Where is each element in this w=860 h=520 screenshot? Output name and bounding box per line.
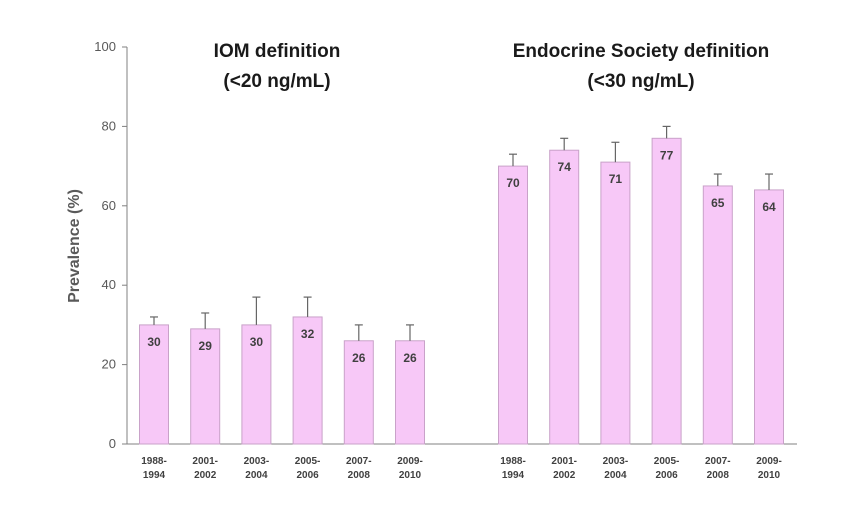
group-title: Endocrine Society definition xyxy=(513,41,770,62)
x-tick-label: 1994 xyxy=(502,470,525,481)
y-tick-label: 80 xyxy=(102,118,116,133)
bar xyxy=(241,324,272,445)
bar-value-label: 65 xyxy=(711,196,725,210)
x-tick-label: 2009- xyxy=(756,456,782,467)
y-tick-label: 20 xyxy=(102,357,116,372)
bar xyxy=(292,316,323,445)
x-tick-label: 2008 xyxy=(348,470,371,481)
bars: 30 1988- 1994 29 2001- 2002 30 2003- 2004 32 2005-… xyxy=(139,125,784,481)
x-tick-label: 2010 xyxy=(758,470,781,481)
x-tick-label: 2007- xyxy=(346,456,372,467)
x-tick-label: 2004 xyxy=(245,470,268,481)
bar-value-label: 74 xyxy=(558,160,572,174)
x-tick-label: 2006 xyxy=(296,470,319,481)
bar-value-label: 71 xyxy=(609,172,623,186)
x-tick-label: 2002 xyxy=(194,470,217,481)
x-tick-label: 2006 xyxy=(655,470,678,481)
x-tick-label: 2008 xyxy=(707,470,730,481)
x-tick-label: 2005- xyxy=(654,456,680,467)
group-title: IOM definition xyxy=(214,41,341,62)
bar-value-label: 29 xyxy=(199,339,213,353)
bar xyxy=(549,149,580,445)
y-tick-label: 60 xyxy=(102,198,116,213)
bar xyxy=(190,328,221,445)
bar-value-label: 70 xyxy=(506,176,520,190)
group-title: (<30 ng/mL) xyxy=(587,71,694,92)
x-tick-label: 2010 xyxy=(399,470,422,481)
bar xyxy=(600,161,631,445)
bar-value-label: 26 xyxy=(403,351,417,365)
x-tick-label: 2009- xyxy=(397,456,423,467)
bar-value-label: 32 xyxy=(301,327,315,341)
x-tick-label: 2002 xyxy=(553,470,576,481)
y-tick-label: 100 xyxy=(94,39,116,54)
bar-value-label: 77 xyxy=(660,148,674,162)
bar-value-label: 26 xyxy=(352,351,366,365)
x-tick-label: 1994 xyxy=(143,470,166,481)
bar xyxy=(754,189,784,445)
y-axis-label: Prevalence (%) xyxy=(66,189,83,303)
x-tick-label: 2004 xyxy=(604,470,627,481)
y-tick-label: 0 xyxy=(109,436,116,451)
group-title: (<20 ng/mL) xyxy=(223,71,330,92)
x-tick-label: 2003- xyxy=(603,456,629,467)
x-tick-label: 2001- xyxy=(551,456,577,467)
group-titles: IOM definition (<20 ng/mL) Endocrine Socie… xyxy=(214,41,770,92)
bar xyxy=(702,185,733,445)
y-tick-label: 40 xyxy=(102,277,116,292)
x-tick-label: 2007- xyxy=(705,456,731,467)
bar xyxy=(498,165,528,445)
x-tick-label: 1988- xyxy=(141,456,167,467)
axes: 0 20 40 60 80 100 xyxy=(94,39,797,451)
bar-value-label: 64 xyxy=(762,200,776,214)
x-tick-label: 2003- xyxy=(244,456,270,467)
bar xyxy=(651,137,682,445)
x-tick-label: 2005- xyxy=(295,456,321,467)
bar-value-label: 30 xyxy=(250,335,264,349)
x-tick-label: 2001- xyxy=(192,456,218,467)
bar xyxy=(139,324,169,445)
bar-value-label: 30 xyxy=(147,335,161,349)
x-tick-label: 1988- xyxy=(500,456,526,467)
